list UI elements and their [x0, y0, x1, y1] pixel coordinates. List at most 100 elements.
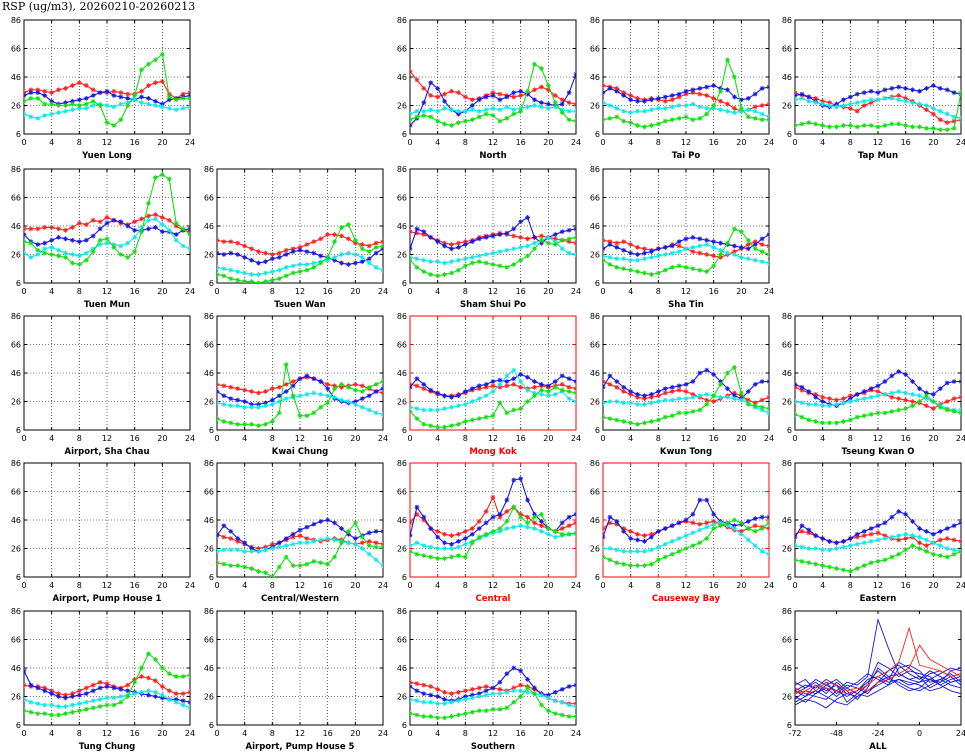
data-point-cyan	[449, 699, 454, 705]
data-point-cyan	[497, 107, 503, 113]
data-point-cyan	[882, 391, 888, 397]
data-point-cyan	[532, 390, 537, 396]
data-point-red	[263, 544, 268, 550]
x-tick-label: 16	[323, 729, 333, 738]
data-point-blue	[841, 538, 846, 544]
data-point-green	[552, 384, 558, 390]
data-point-green	[676, 115, 682, 121]
y-tick-label: 86	[11, 312, 21, 321]
data-point-red	[276, 250, 282, 256]
data-point-red	[711, 253, 717, 259]
x-tick-label: 0	[792, 138, 797, 147]
x-tick-label: 0	[792, 581, 797, 590]
x-tick-label: -72	[788, 729, 801, 738]
data-point-cyan	[235, 269, 241, 274]
series-line-blue	[795, 661, 961, 703]
data-point-red	[690, 391, 696, 397]
data-point-red	[827, 100, 832, 106]
data-point-red	[435, 94, 441, 100]
data-point-red	[642, 533, 647, 539]
data-point-cyan	[476, 108, 482, 114]
data-point-red	[930, 111, 936, 117]
data-point-cyan	[545, 531, 551, 537]
data-point-cyan	[249, 548, 254, 554]
x-tick-label: 0	[21, 434, 26, 443]
data-point-green	[827, 124, 832, 130]
data-point-green	[649, 272, 654, 277]
data-point-cyan	[573, 108, 576, 114]
data-point-blue	[132, 227, 138, 233]
data-point-green	[428, 714, 434, 719]
data-point-blue	[903, 372, 909, 377]
data-point-green	[635, 123, 640, 128]
data-point-cyan	[841, 103, 846, 108]
data-point-green	[166, 94, 172, 100]
data-point-green	[221, 561, 227, 567]
data-point-red	[442, 689, 447, 695]
y-tick-label: 66	[11, 194, 21, 203]
data-point-cyan	[256, 548, 261, 554]
data-point-red	[410, 229, 413, 235]
data-point-red	[428, 684, 434, 689]
data-point-green	[228, 276, 234, 282]
data-point-cyan	[283, 396, 289, 402]
data-point-cyan	[944, 111, 950, 117]
data-point-green	[621, 118, 627, 124]
data-point-red	[153, 212, 158, 217]
data-point-red	[83, 83, 89, 88]
data-point-cyan	[903, 390, 909, 396]
data-point-red	[518, 384, 524, 390]
y-tick-label: 86	[782, 16, 792, 25]
data-point-blue	[725, 386, 730, 392]
data-point-blue	[511, 477, 517, 483]
data-point-red	[297, 533, 303, 539]
data-point-green	[566, 531, 572, 537]
data-point-red	[635, 244, 640, 250]
y-tick-label: 86	[782, 459, 792, 468]
data-point-blue	[628, 250, 634, 256]
x-tick-label: 20	[543, 287, 553, 296]
y-tick-label: 26	[204, 693, 214, 702]
data-point-cyan	[290, 541, 296, 547]
data-point-green	[42, 101, 48, 107]
data-point-cyan	[690, 530, 696, 536]
x-tick-label: 12	[681, 434, 691, 443]
data-point-cyan	[442, 406, 447, 412]
data-point-red	[256, 546, 261, 551]
data-point-green	[732, 364, 737, 370]
data-point-red	[951, 537, 957, 543]
data-point-green	[76, 262, 82, 267]
data-point-red	[603, 526, 606, 531]
data-point-green	[435, 424, 441, 430]
data-point-red	[456, 90, 461, 96]
data-point-cyan	[462, 696, 468, 702]
data-point-cyan	[410, 111, 413, 117]
data-point-blue	[373, 389, 379, 394]
y-tick-label: 46	[782, 664, 792, 673]
data-point-blue	[359, 396, 365, 402]
data-point-blue	[704, 84, 710, 90]
data-point-blue	[518, 219, 524, 225]
data-point-blue	[621, 529, 627, 534]
data-point-red	[704, 93, 710, 98]
data-point-cyan	[476, 253, 482, 259]
data-point-blue	[603, 246, 606, 252]
data-point-red	[676, 243, 682, 249]
data-point-red	[662, 98, 668, 104]
y-tick-label: 66	[782, 636, 792, 645]
data-point-red	[456, 240, 461, 246]
data-point-cyan	[847, 101, 853, 107]
x-tick-label: 8	[77, 287, 82, 296]
y-tick-label: 26	[782, 398, 792, 407]
data-point-green	[435, 273, 441, 279]
data-point-red	[827, 396, 832, 402]
data-point-red	[930, 406, 936, 412]
data-point-blue	[228, 396, 234, 402]
data-point-cyan	[958, 115, 961, 121]
data-point-blue	[352, 260, 358, 266]
y-tick-label: 46	[590, 222, 600, 231]
data-point-cyan	[311, 260, 317, 266]
data-point-blue	[525, 91, 530, 97]
